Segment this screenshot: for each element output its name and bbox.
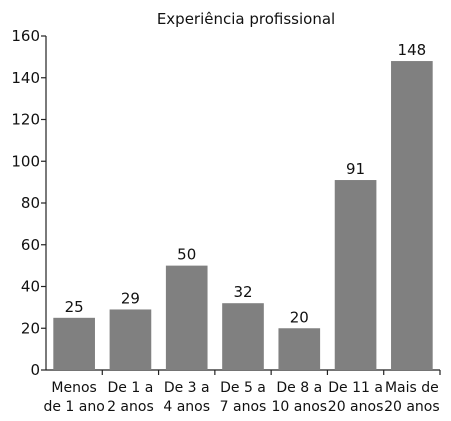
data-label: 91: [346, 160, 365, 178]
y-tick-label: 40: [21, 278, 40, 296]
category-label-line1: De 8 a: [276, 380, 322, 396]
category-label-line1: De 11 a: [328, 380, 383, 396]
data-label: 20: [290, 308, 309, 326]
chart-title: Experiência profissional: [157, 10, 335, 28]
category-label-line1: Menos: [51, 380, 96, 396]
bar: [334, 180, 377, 370]
bar: [109, 309, 152, 370]
data-label: 29: [121, 289, 140, 307]
y-tick-label: 120: [11, 111, 40, 129]
category-label-line2: 7 anos: [220, 399, 267, 415]
bar: [222, 303, 264, 370]
data-label: 32: [233, 283, 252, 301]
y-tick-label: 20: [21, 319, 40, 337]
y-tick-label: 60: [21, 236, 40, 254]
category-label-line2: 20 anos: [328, 399, 384, 415]
category-label-line2: 2 anos: [107, 399, 154, 415]
y-tick-label: 100: [11, 152, 40, 170]
category-label-line2: de 1 ano: [43, 399, 104, 415]
data-label: 50: [177, 246, 196, 264]
data-label: 25: [65, 298, 84, 316]
bar: [53, 317, 95, 370]
category-label-line2: 4 anos: [163, 399, 210, 415]
category-label-line2: 20 anos: [384, 399, 440, 415]
category-label-line2: 10 anos: [271, 399, 327, 415]
y-tick-label: 160: [11, 27, 40, 45]
bar: [165, 265, 208, 370]
y-tick-label: 80: [21, 194, 40, 212]
y-tick-label: 0: [30, 361, 40, 379]
category-label-line1: De 5 a: [220, 380, 266, 396]
bar: [278, 328, 321, 370]
bars: [53, 61, 433, 371]
y-tick-label: 140: [11, 69, 40, 87]
category-label-line1: Mais de: [385, 380, 439, 396]
labels: 0 20 40 60 80 100 120 140 160 25 Menos de 1 ano 29 De…: [11, 27, 439, 415]
category-label-line1: De 1 a: [108, 380, 154, 396]
data-label: 148: [398, 41, 427, 59]
bar: [391, 61, 433, 371]
category-label-line1: De 3 a: [164, 380, 210, 396]
